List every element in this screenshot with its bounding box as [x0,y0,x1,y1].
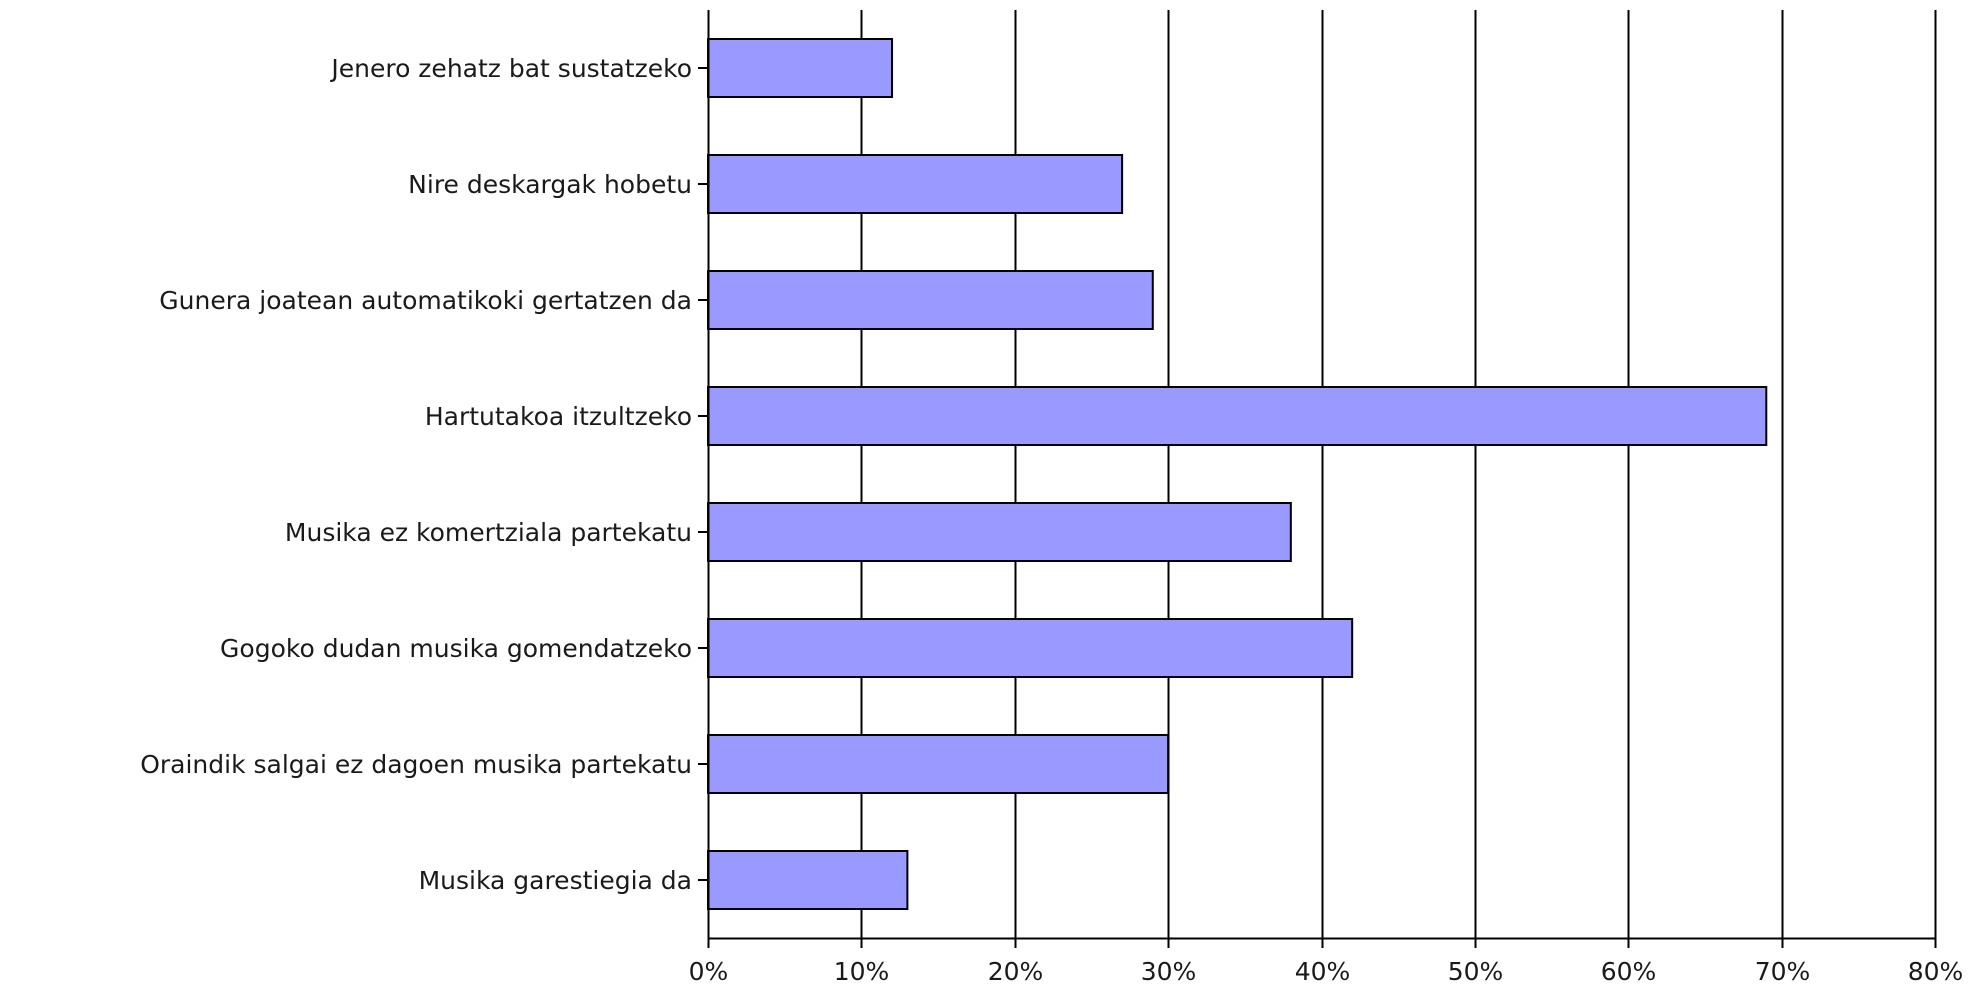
category-label: Gunera joatean automatikoki gertatzen da [159,286,692,315]
x-tick-label: 0% [689,957,729,986]
labels: 0% 10% 20% 30% 40% 50% 60% 70% 80% Jenero zehatz … [140,54,1963,986]
category-label: Musika ez komertziala partekatu [285,518,692,547]
bar [707,386,1768,446]
x-tick-label: 40% [1295,957,1351,986]
x-tick-label: 50% [1448,957,1504,986]
category-label: Musika garestiegia da [419,866,692,895]
bar [707,502,1292,562]
bar [707,154,1124,214]
x-tick-label: 30% [1141,957,1197,986]
x-tick-label: 70% [1755,957,1811,986]
bar [707,850,909,910]
bar [707,734,1170,794]
category-label: Hartutakoa itzultzeko [425,402,692,431]
category-label: Jenero zehatz bat sustatzeko [329,54,692,83]
x-tick-label: 20% [988,957,1044,986]
bars [707,38,1768,910]
grid-lines [860,10,1937,938]
category-label: Nire deskargak hobetu [408,170,692,199]
bar [707,38,894,98]
category-label: Gogoko dudan musika gomendatzeko [220,634,692,663]
bar [707,270,1154,330]
category-label: Oraindik salgai ez dagoen musika parteka… [140,750,692,779]
bar [707,618,1354,678]
x-tick-label: 80% [1908,957,1964,986]
x-tick-label: 60% [1601,957,1657,986]
axes [698,10,1937,948]
x-tick-label: 10% [834,957,890,986]
